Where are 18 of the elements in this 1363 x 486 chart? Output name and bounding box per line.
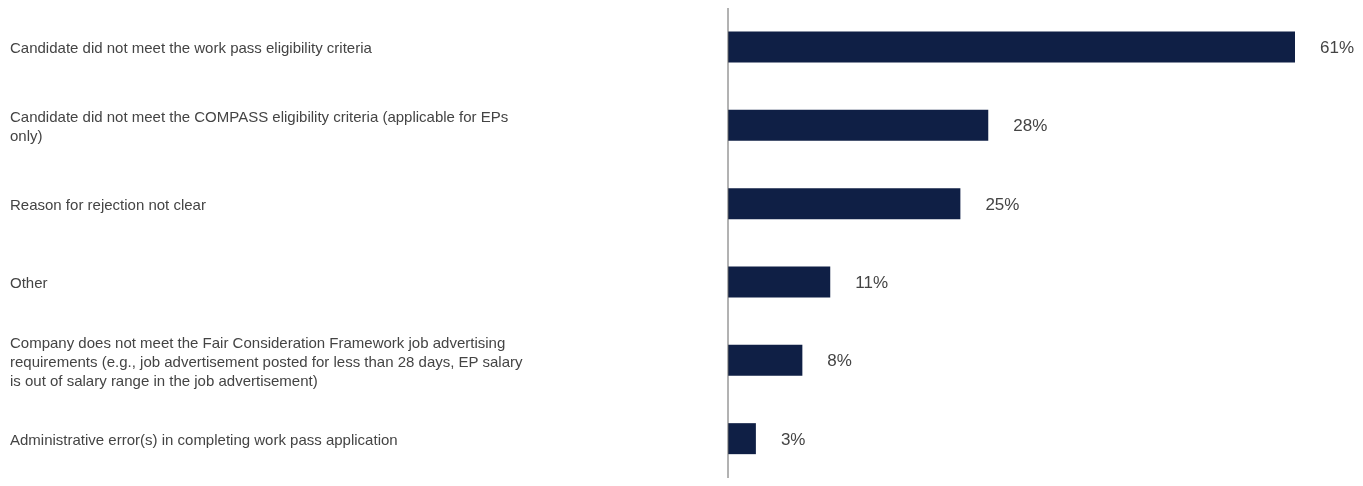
data-label: 25% — [985, 194, 1020, 214]
data-label: 3% — [780, 429, 806, 449]
y-tick-label: Other — [10, 273, 48, 291]
bar — [728, 344, 803, 376]
data-label: 61% — [1320, 38, 1355, 58]
bar — [728, 266, 831, 298]
bar — [728, 188, 961, 220]
y-tick-label: Administrative error(s) in completing work pass application — [10, 430, 398, 448]
bar — [728, 423, 756, 455]
data-label: 28% — [1013, 116, 1048, 136]
data-label: 8% — [827, 351, 852, 371]
data-label: 11% — [855, 273, 889, 293]
y-tick-label: Candidate did not meet the COMPASS eligibility criteria (applicable for EPs only) — [10, 107, 509, 144]
bar — [728, 31, 1295, 63]
y-tick-label: Reason for rejection not clear — [10, 195, 206, 213]
y-tick-label: Candidate did not meet the work pass eligibility criteria — [10, 38, 373, 56]
y-tick-label: Company does not meet the Fair Consideration Framework job advertising requirements (e.g., job advertisement posted for less than 28 days, EP salary is out of salary range in the job advertisement) — [10, 333, 523, 388]
bar — [728, 109, 989, 141]
